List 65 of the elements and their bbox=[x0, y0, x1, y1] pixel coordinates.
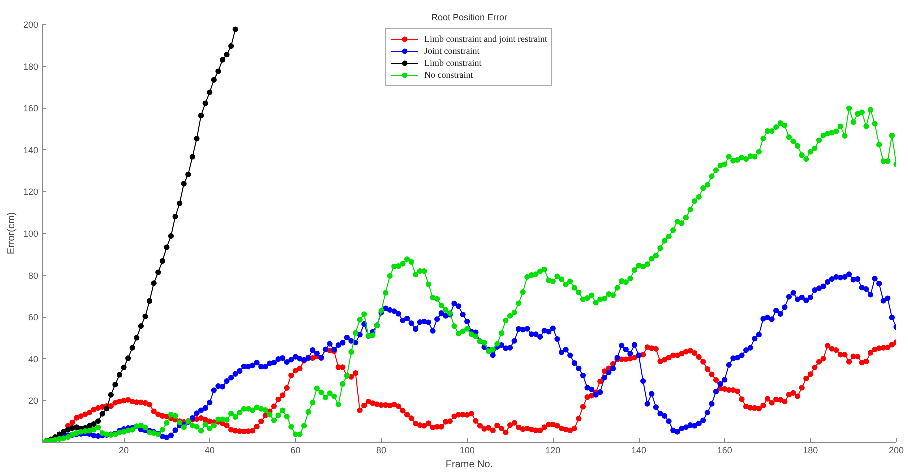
point bbox=[65, 427, 72, 433]
y-tick-label: 20 bbox=[28, 396, 39, 406]
point bbox=[186, 172, 192, 178]
point bbox=[164, 244, 170, 250]
y-tick-label: 40 bbox=[28, 354, 39, 364]
legend-label: Limb constraint bbox=[424, 57, 482, 69]
x-tick-label: 100 bbox=[460, 446, 475, 456]
point bbox=[156, 270, 162, 276]
chart-title: Root Position Error bbox=[431, 12, 508, 22]
legend-label: Joint constraint bbox=[424, 45, 480, 57]
point bbox=[207, 90, 213, 96]
x-tick-label: 120 bbox=[546, 446, 561, 456]
point bbox=[224, 52, 230, 58]
x-tick-label: 80 bbox=[376, 446, 387, 456]
y-tick-label: 100 bbox=[23, 229, 39, 239]
y-tick-label: 140 bbox=[23, 145, 39, 156]
x-tick-label: 160 bbox=[717, 446, 732, 456]
y-tick-label: 80 bbox=[28, 270, 39, 281]
point bbox=[126, 356, 132, 362]
y-tick-label: 180 bbox=[23, 62, 39, 72]
point bbox=[160, 258, 166, 264]
point bbox=[216, 68, 222, 74]
point bbox=[220, 57, 226, 63]
point bbox=[146, 298, 153, 304]
point bbox=[112, 382, 118, 388]
point bbox=[121, 364, 127, 370]
y-tick-label: 200 bbox=[23, 20, 39, 30]
point bbox=[130, 345, 136, 351]
point bbox=[198, 113, 204, 119]
point bbox=[86, 423, 93, 429]
point bbox=[74, 424, 80, 430]
x-tick-label: 180 bbox=[803, 446, 818, 456]
x-tick-label: 200 bbox=[888, 446, 904, 456]
point bbox=[108, 392, 114, 398]
point bbox=[177, 200, 183, 206]
y-tick-label: 160 bbox=[23, 104, 39, 114]
x-tick-label: 20 bbox=[119, 446, 130, 456]
point bbox=[142, 314, 148, 320]
point bbox=[134, 335, 140, 341]
point bbox=[116, 372, 123, 378]
legend-label: Limb constraint and joint restraint bbox=[424, 33, 548, 45]
point bbox=[194, 136, 200, 142]
x-tick-label: 140 bbox=[632, 446, 647, 456]
point bbox=[91, 422, 97, 428]
point bbox=[172, 214, 178, 220]
point bbox=[202, 100, 208, 106]
x-tick-label: 40 bbox=[204, 446, 215, 456]
point bbox=[211, 77, 217, 83]
point bbox=[104, 406, 110, 412]
point bbox=[190, 154, 196, 160]
point bbox=[138, 324, 144, 330]
x-axis-title: Frame No. bbox=[446, 460, 494, 470]
y-axis-title: Error(cm) bbox=[6, 212, 18, 255]
y-tick-label: 120 bbox=[23, 187, 39, 198]
point bbox=[181, 181, 187, 187]
point bbox=[100, 411, 106, 417]
x-tick-label: 60 bbox=[290, 446, 301, 456]
point bbox=[228, 43, 234, 50]
point bbox=[232, 26, 238, 32]
point bbox=[168, 233, 174, 240]
point bbox=[151, 280, 157, 286]
point bbox=[95, 418, 102, 424]
point bbox=[70, 425, 76, 432]
legend-label: No constraint bbox=[424, 69, 474, 81]
y-tick-label: 60 bbox=[28, 312, 39, 323]
